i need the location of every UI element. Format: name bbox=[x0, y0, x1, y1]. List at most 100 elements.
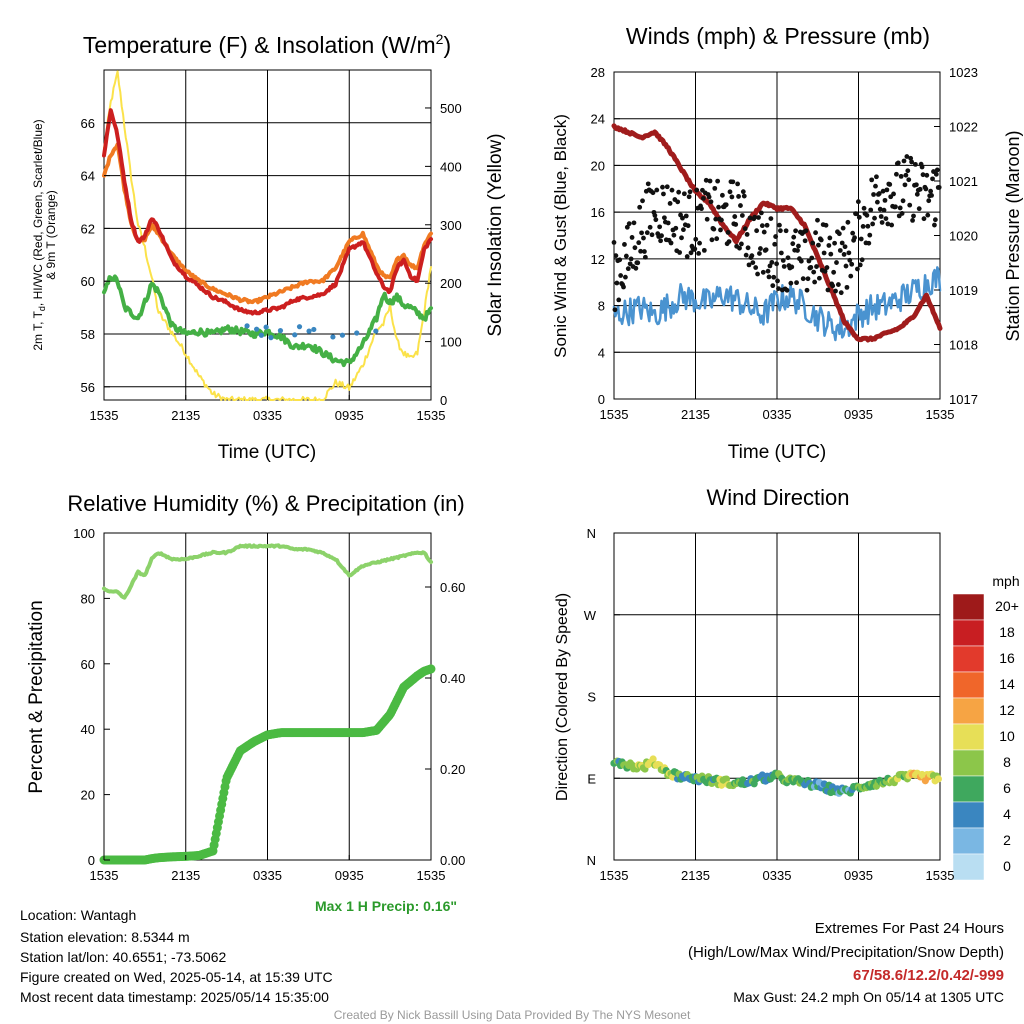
y-tick-label: 60 bbox=[81, 657, 95, 672]
gust-point bbox=[772, 241, 778, 247]
gust-point bbox=[785, 255, 791, 261]
gust-point bbox=[718, 227, 723, 233]
colorbar-swatch bbox=[952, 593, 985, 621]
y-tick-label: 28 bbox=[591, 65, 605, 80]
gust-point bbox=[936, 184, 942, 190]
y-right-tick-label: 200 bbox=[440, 276, 462, 291]
heat-index-point bbox=[306, 328, 312, 334]
gust-point bbox=[685, 223, 691, 229]
gust-point bbox=[832, 240, 837, 246]
y-right-tick-label: 1017 bbox=[949, 392, 978, 407]
y-tick-label: 8 bbox=[598, 299, 605, 314]
gust-point bbox=[621, 284, 626, 290]
gust-point bbox=[808, 264, 814, 270]
gust-point bbox=[811, 269, 817, 275]
gust-point bbox=[876, 191, 882, 196]
gust-point bbox=[834, 260, 839, 265]
extremes-values: 67/58.6/12.2/0.42/-999 bbox=[853, 967, 1004, 984]
gust-point bbox=[821, 250, 827, 256]
gust-point bbox=[930, 176, 935, 182]
gust-point bbox=[907, 202, 913, 208]
gust-point bbox=[784, 287, 790, 293]
gust-point bbox=[838, 290, 844, 296]
gust-point bbox=[752, 214, 758, 220]
y-tick-label: 56 bbox=[81, 380, 95, 395]
gust-point bbox=[810, 240, 816, 246]
colorbar-swatch bbox=[952, 801, 985, 829]
colorbar-swatch bbox=[952, 853, 985, 881]
gust-point bbox=[766, 274, 772, 280]
gust-point bbox=[777, 228, 783, 234]
gust-point bbox=[803, 228, 809, 234]
gust-point bbox=[840, 225, 846, 231]
gust-point bbox=[664, 184, 670, 190]
gust-point bbox=[893, 204, 898, 210]
temperature-chart-title: Temperature (F) & Insolation (W/m2) bbox=[83, 31, 451, 58]
y-tick-label: 100 bbox=[73, 526, 95, 541]
heat-index-point bbox=[373, 328, 379, 334]
gust-point bbox=[687, 189, 693, 195]
gust-point bbox=[703, 177, 709, 183]
y-right-tick-label: 1019 bbox=[949, 283, 978, 298]
gust-point bbox=[659, 233, 664, 239]
gust-point bbox=[740, 189, 746, 195]
gust-point bbox=[657, 224, 663, 230]
gust-point bbox=[692, 246, 698, 252]
gust-point bbox=[673, 225, 679, 231]
gust-point bbox=[904, 154, 910, 159]
gust-point bbox=[842, 244, 848, 250]
y-right-tick-label: 1022 bbox=[949, 120, 978, 135]
y-tick-label: 0 bbox=[598, 392, 605, 407]
gust-point bbox=[642, 254, 648, 260]
temperature-y-axis-label-2: & 9m T (Orange) bbox=[44, 190, 58, 280]
gust-point bbox=[825, 287, 831, 293]
y-right-tick-label: 500 bbox=[440, 101, 462, 116]
gust-point bbox=[902, 182, 908, 188]
gust-point bbox=[815, 217, 820, 223]
gust-point bbox=[913, 182, 919, 188]
gust-point bbox=[736, 194, 741, 199]
gust-point bbox=[753, 265, 759, 270]
gust-point bbox=[639, 230, 644, 236]
y-tick-label: W bbox=[584, 608, 597, 623]
wind-y-axis-label: Sonic Wind & Gust (Blue, Black) bbox=[551, 114, 570, 358]
dewpoint-line bbox=[102, 274, 433, 368]
gust-point bbox=[726, 239, 732, 244]
gust-point bbox=[675, 199, 681, 205]
colorbar-label: 12 bbox=[999, 702, 1015, 718]
colorbar-swatch bbox=[952, 723, 985, 751]
gust-point bbox=[809, 255, 815, 261]
gust-point bbox=[778, 250, 784, 256]
y-tick-label: 58 bbox=[81, 327, 95, 342]
gust-point bbox=[776, 286, 781, 291]
extremes-title: Extremes For Past 24 Hours bbox=[815, 920, 1004, 937]
gust-point bbox=[844, 284, 850, 290]
gust-point bbox=[671, 232, 677, 238]
y-right-tick-label: 100 bbox=[440, 335, 462, 350]
gust-point bbox=[625, 266, 631, 272]
y-tick-label: 66 bbox=[81, 116, 95, 131]
colorbar-label: 18 bbox=[999, 624, 1015, 640]
gust-point bbox=[688, 250, 694, 256]
gust-point bbox=[742, 226, 748, 232]
gust-point bbox=[696, 251, 702, 256]
x-tick-label: 1535 bbox=[90, 408, 119, 423]
colorbar-swatch bbox=[952, 775, 985, 803]
colorbar-unit-label: mph bbox=[992, 573, 1019, 589]
gust-point bbox=[613, 253, 619, 259]
gust-point bbox=[909, 159, 915, 165]
gust-point bbox=[739, 241, 744, 247]
gust-point bbox=[738, 203, 743, 208]
gust-point bbox=[758, 210, 764, 216]
gust-point bbox=[933, 171, 939, 177]
colorbar-swatch bbox=[952, 619, 985, 647]
gust-point bbox=[857, 262, 863, 268]
gust-point bbox=[774, 261, 779, 267]
gust-point bbox=[713, 216, 719, 222]
gust-point bbox=[921, 216, 927, 222]
gust-point bbox=[852, 235, 857, 241]
insolation-y-axis-label: Solar Insolation (Yellow) bbox=[485, 133, 506, 336]
colorbar-label: 16 bbox=[999, 650, 1015, 666]
gust-point bbox=[822, 268, 828, 274]
